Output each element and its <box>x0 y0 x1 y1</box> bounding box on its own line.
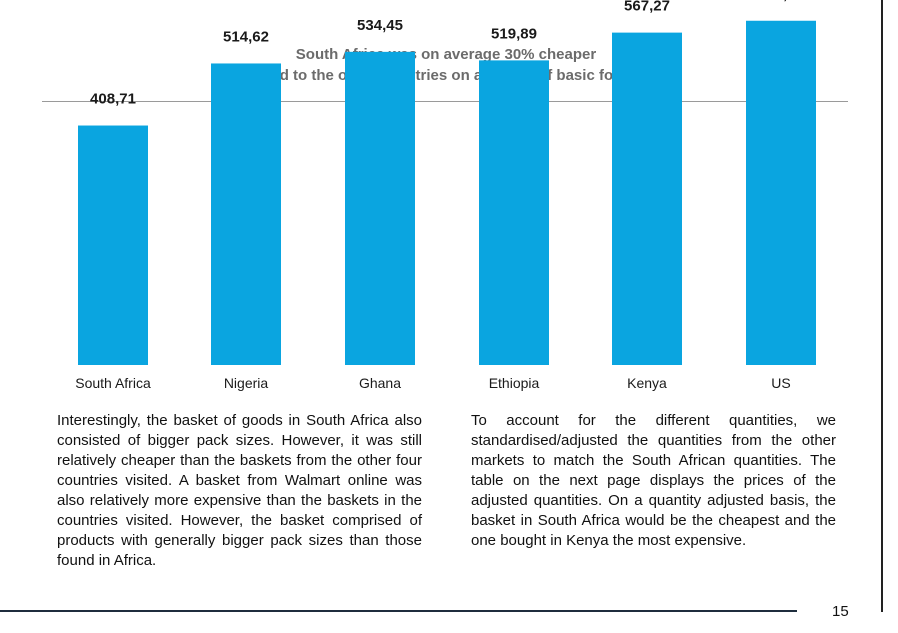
bar-ethiopia <box>479 60 549 365</box>
page-number: 15 <box>832 603 849 620</box>
bar-kenya <box>612 32 682 365</box>
footer-divider <box>0 610 797 612</box>
value-label-ethiopia: 519,89 <box>491 25 537 42</box>
bar-us <box>746 20 816 365</box>
bar-nigeria <box>211 63 281 365</box>
value-label-us: 587,51 <box>758 0 804 3</box>
category-label-south-africa: South Africa <box>75 375 151 391</box>
title-divider <box>42 101 848 102</box>
category-label-kenya: Kenya <box>627 375 667 391</box>
category-label-us: US <box>771 375 790 391</box>
bar-ghana <box>345 51 415 365</box>
chart-title-line-2: compared to the other countries on a bas… <box>217 67 675 84</box>
value-label-nigeria: 514,62 <box>223 28 269 45</box>
category-label-ghana: Ghana <box>359 375 401 391</box>
bar-south-africa <box>78 125 148 365</box>
category-label-ethiopia: Ethiopia <box>489 375 540 391</box>
value-label-kenya: 567,27 <box>624 0 670 15</box>
category-label-nigeria: Nigeria <box>224 375 269 391</box>
value-label-south-africa: 408,71 <box>90 91 136 108</box>
left-paragraph: Interestingly, the basket of goods in So… <box>57 412 422 569</box>
page-border-right <box>881 0 883 612</box>
bar-chart: 408,71 South Africa 514,62 Nigeria 534,45 Gha… <box>75 0 816 391</box>
value-label-ghana: 534,45 <box>357 17 403 34</box>
right-paragraph: To account for the different quantities,… <box>471 412 836 549</box>
chart-title: South Africa was on average 30% cheaper … <box>42 44 850 86</box>
